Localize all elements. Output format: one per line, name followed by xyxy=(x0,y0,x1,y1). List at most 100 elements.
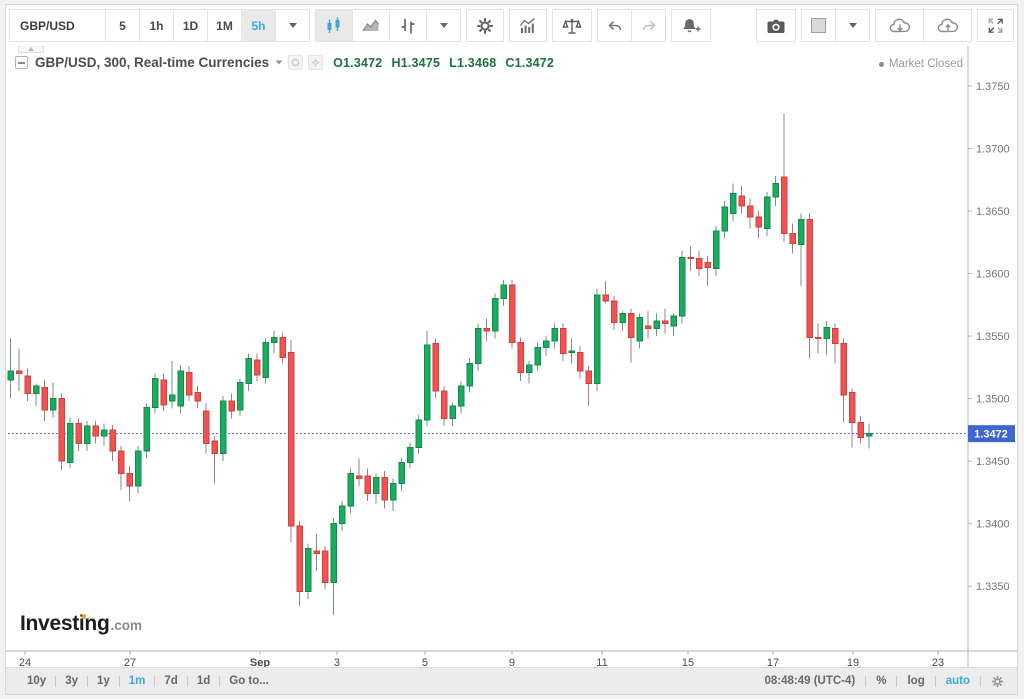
interval-button-5[interactable]: 5 xyxy=(105,9,140,42)
log-scale-toggle[interactable]: log xyxy=(907,675,925,687)
add-alert-button[interactable] xyxy=(671,9,711,42)
price-chart-canvas[interactable]: 1.3750 1.3700 1.3650 1.3600 1.3550 1.3500 1.34… xyxy=(6,46,1017,667)
chart-type-dropdown-button[interactable] xyxy=(426,9,461,42)
toolbar-right-group xyxy=(751,9,1014,42)
symbol-box[interactable]: GBP/USD xyxy=(9,9,106,42)
load-chart-button[interactable] xyxy=(875,9,924,42)
svg-text:5: 5 xyxy=(422,657,428,667)
indicators-button[interactable] xyxy=(509,9,547,42)
range-1m-active[interactable]: 1m xyxy=(128,675,146,687)
camera-icon xyxy=(765,16,787,36)
chart-legend: GBP/USD, 300, Real-time Currencies O1.34… xyxy=(15,55,554,70)
interval-button-1d[interactable]: 1D xyxy=(173,9,208,42)
snapshot-button[interactable] xyxy=(756,9,796,42)
candles-layer xyxy=(7,113,873,616)
close-value: C1.3472 xyxy=(505,55,555,70)
interval-dropdown-button[interactable] xyxy=(275,9,310,42)
axis-settings-gear-icon[interactable] xyxy=(981,674,1005,689)
compare-button[interactable] xyxy=(552,9,592,42)
separator xyxy=(55,675,57,687)
area-chart-icon xyxy=(361,16,381,36)
high-value: H1.3475 xyxy=(391,55,441,70)
range-1d[interactable]: 1d xyxy=(196,675,211,687)
chart-type-bars-button[interactable] xyxy=(389,9,427,42)
chevron-down-icon xyxy=(439,23,448,28)
percent-scale-toggle[interactable]: % xyxy=(876,675,887,687)
separator xyxy=(154,675,156,687)
axis-settings: 08:48:49 (UTC-4) % log auto xyxy=(754,674,1005,689)
auto-scale-toggle[interactable]: auto xyxy=(945,675,970,687)
svg-text:9: 9 xyxy=(509,657,515,667)
legend-settings-gear-icon[interactable] xyxy=(308,55,324,70)
svg-text:Sep: Sep xyxy=(250,657,270,667)
svg-text:1.3700: 1.3700 xyxy=(976,143,1010,155)
svg-text:1.3750: 1.3750 xyxy=(976,81,1010,93)
investing-logo: Investing .com xyxy=(20,612,142,636)
fullscreen-button[interactable] xyxy=(977,9,1014,42)
axes-layer xyxy=(6,46,1017,667)
separator xyxy=(118,675,120,687)
brand-wordmark: Investing xyxy=(20,612,110,635)
toolbar-left-group: GBP/USD 5 1h 1D 1M 5h xyxy=(9,9,711,42)
brand-tld: .com xyxy=(110,618,142,633)
legend-title[interactable]: GBP/USD, 300, Real-time Currencies xyxy=(35,55,270,70)
legend-dropdown-caret-icon[interactable] xyxy=(275,60,283,65)
clock-timezone[interactable]: 08:48:49 (UTC-4) xyxy=(764,675,856,687)
chart-settings-button[interactable] xyxy=(466,9,504,42)
bell-plus-icon xyxy=(680,16,702,36)
svg-text:23: 23 xyxy=(932,657,944,667)
svg-text:11: 11 xyxy=(596,657,607,667)
svg-text:1.3650: 1.3650 xyxy=(976,206,1010,218)
chart-type-area-button[interactable] xyxy=(352,9,390,42)
interval-button-1m[interactable]: 1M xyxy=(207,9,242,42)
price-axis: 1.3750 1.3700 1.3650 1.3600 1.3550 1.3500 1.34… xyxy=(968,81,1010,593)
top-toolbar: GBP/USD 5 1h 1D 1M 5h xyxy=(6,5,1017,46)
color-swatch xyxy=(811,18,826,33)
svg-text:15: 15 xyxy=(682,657,694,667)
save-chart-button[interactable] xyxy=(923,9,972,42)
range-7d[interactable]: 7d xyxy=(164,675,178,687)
brand-orange-dot xyxy=(81,614,86,619)
indicators-icon xyxy=(518,16,538,36)
svg-text:1.3600: 1.3600 xyxy=(976,269,1010,281)
background-color-dropdown[interactable] xyxy=(835,9,870,42)
separator xyxy=(896,675,898,687)
svg-text:1.3350: 1.3350 xyxy=(976,581,1010,593)
chevron-down-icon xyxy=(288,23,297,28)
svg-text:3: 3 xyxy=(334,657,340,667)
legend-collapse-icon[interactable] xyxy=(15,56,28,69)
range-10y[interactable]: 10y xyxy=(27,675,47,687)
goto-date-button[interactable]: Go to... xyxy=(229,675,269,687)
undo-button[interactable] xyxy=(597,9,632,42)
ohlc-readout: O1.3472 H1.3475 L1.3468 C1.3472 xyxy=(333,56,554,70)
panel-collapse-tab[interactable] xyxy=(18,46,44,53)
chart-type-candlestick-button[interactable] xyxy=(315,9,353,42)
time-axis: 24 27 Sep 3 5 9 11 15 17 19 23 xyxy=(19,651,944,667)
svg-text:1.3500: 1.3500 xyxy=(976,394,1010,406)
svg-text:1.3472: 1.3472 xyxy=(974,429,1008,441)
chart-widget: GBP/USD 5 1h 1D 1M 5h xyxy=(5,4,1018,695)
interval-button-5h-active[interactable]: 5h xyxy=(241,9,276,42)
svg-text:1.3400: 1.3400 xyxy=(976,519,1010,531)
svg-text:1.3450: 1.3450 xyxy=(976,456,1010,468)
market-status: Market Closed xyxy=(878,58,963,70)
scales-icon xyxy=(561,16,583,36)
separator xyxy=(186,675,188,687)
background-color-button[interactable] xyxy=(801,9,836,42)
bottom-toolbar: 10y 3y 1y 1m 7d 1d Go to... 08:48:49 (UT… xyxy=(6,667,1017,694)
separator xyxy=(980,675,981,687)
fullscreen-expand-icon xyxy=(986,16,1005,35)
cloud-download-icon xyxy=(887,16,913,36)
range-1y[interactable]: 1y xyxy=(96,675,110,687)
legend-visibility-icon[interactable] xyxy=(288,55,304,70)
range-3y[interactable]: 3y xyxy=(65,675,78,687)
cloud-upload-icon xyxy=(935,16,961,36)
interval-button-1h[interactable]: 1h xyxy=(139,9,174,42)
chart-area: 1.3750 1.3700 1.3650 1.3600 1.3550 1.3500 1.34… xyxy=(6,46,1017,667)
redo-button[interactable] xyxy=(631,9,666,42)
separator xyxy=(934,675,936,687)
separator xyxy=(219,675,221,687)
triangle-up-icon xyxy=(28,47,34,51)
separator xyxy=(86,675,88,687)
separator xyxy=(865,675,867,687)
